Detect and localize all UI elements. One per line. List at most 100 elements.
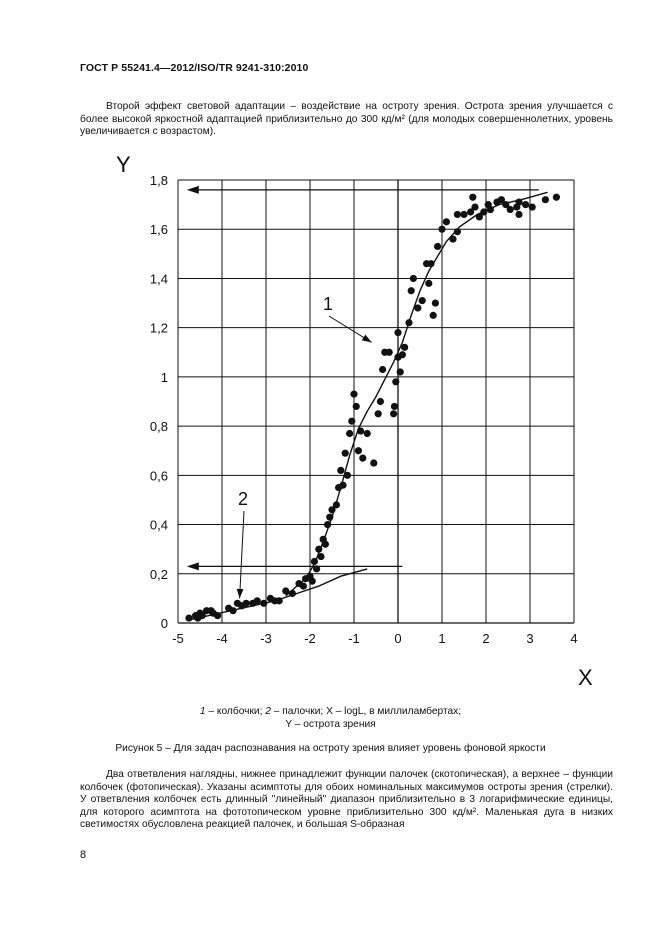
x-axis-letter: X: [578, 665, 593, 690]
x-tick-label: 1: [438, 631, 445, 646]
lower-asymptote-arrowhead: [186, 562, 199, 571]
x-tick-label: -2: [304, 631, 316, 646]
data-point: [374, 410, 382, 418]
label-1: 1: [323, 294, 333, 314]
data-point: [431, 299, 439, 307]
data-point: [370, 459, 378, 467]
data-point: [528, 203, 536, 211]
page-number: 8: [80, 849, 87, 861]
data-point: [308, 577, 316, 585]
x-tick-label: 0: [394, 631, 401, 646]
chart-curves: [186, 191, 548, 622]
data-point: [390, 410, 398, 418]
y-tick-label: 1,4: [150, 271, 168, 286]
data-point: [315, 545, 323, 553]
y-tick-label: 1: [161, 370, 168, 385]
legend-line-2: Y – острота зрения: [285, 718, 376, 730]
data-point: [242, 599, 250, 607]
y-tick-label: 0,8: [150, 419, 168, 434]
y-tick-label: 0,2: [150, 567, 168, 582]
y-tick-label: 0,4: [150, 518, 168, 533]
data-point: [460, 210, 468, 219]
data-point: [363, 429, 371, 438]
chart-asymptotes: [186, 185, 539, 571]
x-tick-label: -5: [172, 631, 184, 646]
legend-rods-text: – палочки; X – logL, в миллиламбертах;: [270, 706, 462, 717]
data-point: [502, 201, 510, 209]
data-point: [434, 242, 442, 251]
explanation-paragraph-text: Два ответвления наглядны, нижнее принадл…: [80, 769, 613, 831]
chart-tick-labels: -5 -4 -3 -2 -1 0 1 2 3 400,20,40,60,811,21,41,61,…: [150, 173, 578, 646]
intro-paragraph-text: Второй эффект световой адаптации – возде…: [80, 101, 613, 138]
data-point: [332, 501, 340, 509]
data-point: [275, 597, 283, 605]
data-point: [354, 447, 362, 455]
data-point: [282, 587, 290, 595]
data-point: [214, 612, 222, 620]
data-point: [449, 235, 457, 243]
y-tick-label: 0,6: [150, 468, 168, 483]
data-point: [348, 417, 356, 425]
intro-paragraph: Второй эффект световой адаптации – возде…: [80, 101, 613, 139]
data-point: [324, 520, 332, 529]
data-point: [467, 208, 475, 216]
y-tick-label: 1,6: [150, 222, 168, 237]
data-point: [328, 506, 336, 514]
cones-curve: [285, 191, 548, 597]
data-point: [442, 218, 450, 226]
data-point: [288, 589, 296, 598]
data-point: [418, 296, 426, 305]
data-point: [515, 198, 523, 206]
acuity-chart: -5 -4 -3 -2 -1 0 1 2 3 400,20,40,60,811,21,41,61,…: [116, 152, 593, 690]
data-point: [453, 210, 461, 219]
legend-rods-number: 2: [265, 706, 271, 717]
data-point: [359, 454, 367, 462]
data-point: [198, 612, 206, 620]
explanation-paragraph: Два ответвления наглядны, нижнее принадл…: [80, 769, 613, 832]
chart-grid: [177, 179, 575, 624]
upper-asymptote-arrowhead: [186, 185, 199, 194]
data-point: [260, 599, 268, 607]
data-point: [486, 205, 494, 214]
data-point: [541, 196, 550, 204]
data-point: [253, 597, 261, 605]
data-point: [326, 513, 334, 521]
y-tick-label: 1,8: [150, 173, 168, 188]
data-point: [515, 210, 523, 219]
figure-caption: Рисунок 5 – Для задач распознавания на о…: [115, 743, 546, 754]
data-point: [310, 557, 318, 566]
data-point: [427, 260, 435, 268]
data-point: [341, 449, 349, 457]
data-point: [394, 328, 402, 337]
data-point: [299, 582, 307, 590]
data-point: [480, 208, 488, 216]
data-point: [425, 279, 433, 287]
legend-cones-number: 1: [199, 706, 206, 717]
data-point: [453, 228, 461, 236]
data-point: [379, 365, 387, 374]
data-point: [506, 205, 514, 214]
y-tick-label: 0: [161, 616, 168, 631]
document-header: ГОСТ Р 55241.4—2012/ISO/TR 9241-310:2010: [80, 62, 309, 74]
data-point: [396, 368, 404, 376]
data-point: [429, 311, 437, 319]
data-point: [471, 203, 479, 211]
data-point: [401, 343, 409, 351]
data-point: [475, 213, 483, 221]
data-point: [390, 402, 399, 411]
data-point: [317, 552, 325, 561]
data-point: [552, 193, 561, 201]
data-point: [337, 466, 345, 475]
x-tick-label: -4: [216, 631, 228, 646]
data-point: [414, 304, 422, 312]
x-tick-label: 2: [482, 631, 489, 646]
data-point: [321, 540, 329, 548]
data-point: [438, 225, 446, 233]
data-point: [350, 390, 358, 398]
label-2: 2: [238, 489, 248, 509]
y-tick-label: 1,2: [150, 321, 168, 336]
data-point: [385, 348, 393, 356]
data-point: [357, 427, 365, 435]
data-point: [522, 201, 530, 209]
x-tick-label: -3: [260, 631, 272, 646]
